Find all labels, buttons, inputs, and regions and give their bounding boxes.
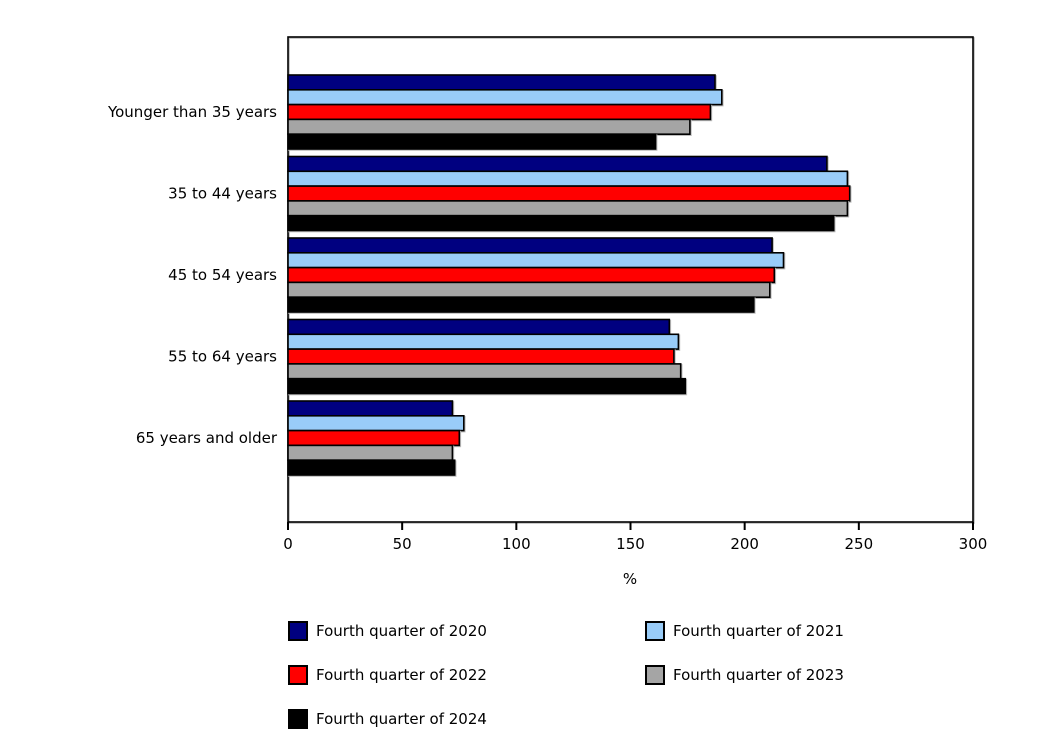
bar-1-3	[287, 103, 712, 121]
bar-4-1	[287, 318, 671, 336]
bar-5-2	[287, 414, 465, 432]
bar-2-5	[287, 214, 835, 232]
legend-label: Fourth quarter of 2024	[316, 710, 487, 728]
bar-1-1	[287, 74, 716, 91]
bar-5-5	[287, 459, 456, 476]
bar-1-5	[287, 133, 657, 150]
x-axis-tick-label: 250	[845, 535, 874, 553]
legend-label: Fourth quarter of 2022	[316, 666, 487, 684]
category-label: 45 to 54 years	[168, 266, 277, 284]
legend-swatch-icon	[645, 621, 665, 641]
legend-item-2: Fourth quarter of 2021	[645, 621, 844, 641]
bar-5-3	[287, 429, 461, 447]
legend-swatch-icon	[288, 621, 308, 641]
bar-4-3	[287, 348, 675, 365]
bar-3-5	[287, 296, 755, 313]
bar-3-2	[287, 252, 785, 269]
x-axis-tick-label: 100	[502, 535, 531, 553]
bar-4-2	[287, 333, 680, 350]
legend-swatch-icon	[645, 665, 665, 685]
category-label: 55 to 64 years	[168, 348, 277, 366]
legend-item-4: Fourth quarter of 2023	[645, 665, 844, 685]
legend-swatch-icon	[288, 665, 308, 685]
x-axis-tick-label: 50	[393, 535, 412, 553]
bar-3-1	[287, 237, 773, 254]
x-axis-tick-label: 0	[283, 535, 293, 553]
bar-1-4	[287, 118, 691, 136]
bar-chart-plot: % Younger than 35 years 35 to 44 years 45 …	[107, 36, 988, 588]
x-axis-tick-label: 200	[730, 535, 759, 553]
legend-swatch-icon	[288, 709, 308, 729]
bar-4-4	[287, 363, 682, 380]
x-axis-tick-label: 150	[616, 535, 645, 553]
legend-label: Fourth quarter of 2023	[673, 666, 844, 684]
legend-item-5: Fourth quarter of 2024	[288, 709, 487, 729]
category-label: 65 years and older	[136, 429, 278, 447]
legend-item-1: Fourth quarter of 2020	[288, 621, 487, 641]
x-axis-tick-label: 300	[959, 535, 988, 553]
x-axis-unit-label: %	[623, 570, 637, 588]
bar-5-4	[287, 444, 454, 461]
bar-2-3	[287, 185, 851, 202]
bar-5-1	[287, 400, 454, 417]
category-label: Younger than 35 years	[107, 103, 277, 121]
legend-label: Fourth quarter of 2020	[316, 622, 487, 640]
legend-item-3: Fourth quarter of 2022	[288, 665, 487, 685]
legend-label: Fourth quarter of 2021	[673, 622, 844, 640]
bar-2-2	[287, 170, 849, 187]
bar-3-3	[287, 266, 776, 284]
bar-1-2	[287, 89, 723, 106]
bar-3-4	[287, 281, 771, 298]
bar-4-5	[287, 377, 687, 395]
category-label: 35 to 44 years	[168, 185, 277, 203]
bar-2-1	[287, 155, 828, 173]
bar-2-4	[287, 200, 849, 217]
